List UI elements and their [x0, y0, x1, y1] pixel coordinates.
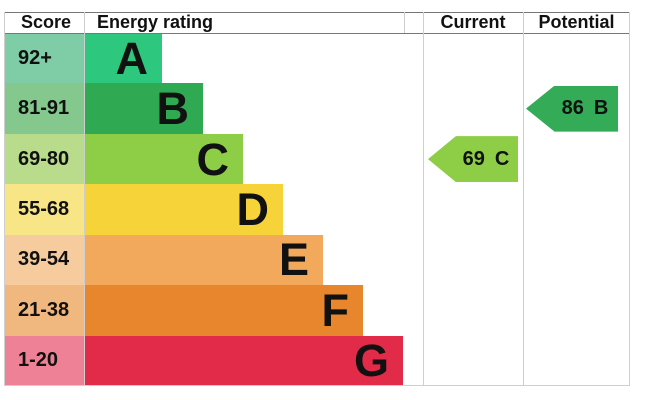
potential-rating-value: 86 [561, 97, 584, 120]
band-letter: D [236, 183, 270, 235]
current-column-divider [423, 12, 424, 386]
header-rating-divider [404, 12, 405, 33]
score-range-label: 55-68 [4, 184, 84, 235]
band-bar-g: G [84, 335, 403, 387]
current-column-header: Current [440, 12, 506, 32]
epc-rating-chart: Score Energy rating Current Potential 92… [4, 12, 630, 386]
band-row-c: 69-80 C [4, 133, 630, 185]
score-range-label: 69-80 [4, 133, 84, 185]
band-row-e: 39-54 E [4, 234, 630, 286]
potential-column-header: Potential [538, 12, 615, 32]
band-letter: G [353, 335, 389, 387]
table-left-border [4, 12, 5, 386]
band-letter: B [156, 83, 190, 135]
score-range-label: 1-20 [4, 335, 84, 386]
band-bar-f: F [84, 284, 363, 336]
band-letter: F [321, 284, 350, 336]
band-row-a: 92+ A [4, 32, 630, 84]
band-bar-c: C [84, 133, 243, 185]
band-bar-d: D [84, 183, 283, 235]
table-right-border [629, 12, 630, 386]
band-letter: A [115, 32, 149, 84]
score-column-divider [84, 12, 85, 386]
score-range-label: 92+ [4, 33, 84, 84]
chart-header-row: Score Energy rating Current Potential [4, 12, 630, 33]
band-row-g: 1-20 G [4, 335, 630, 387]
potential-rating-letter: B [593, 97, 609, 120]
band-letter: C [196, 133, 230, 185]
potential-column-divider [523, 12, 524, 386]
band-row-f: 21-38 F [4, 284, 630, 336]
energy-rating-column-header: Energy rating [97, 12, 214, 32]
band-row-b: 81-91 B [4, 83, 630, 135]
score-range-label: 39-54 [4, 234, 84, 286]
band-bar-e: E [84, 234, 323, 286]
score-range-label: 21-38 [4, 285, 84, 336]
current-rating-value: 69 [462, 147, 485, 170]
band-letter: E [278, 234, 309, 286]
current-rating-letter: C [494, 147, 510, 170]
table-bottom-border [4, 385, 630, 386]
score-range-label: 81-91 [4, 83, 84, 134]
band-row-d: 55-68 D [4, 183, 630, 235]
score-column-header: Score [21, 12, 72, 32]
band-bar-a: A [84, 32, 162, 84]
table-top-border [4, 12, 630, 13]
band-bar-b: B [84, 83, 203, 135]
band-rows: 92+ A 81-91 B 69-80 C 55-68 D 39-54 E 21… [4, 33, 630, 386]
header-bottom-border [4, 33, 630, 34]
